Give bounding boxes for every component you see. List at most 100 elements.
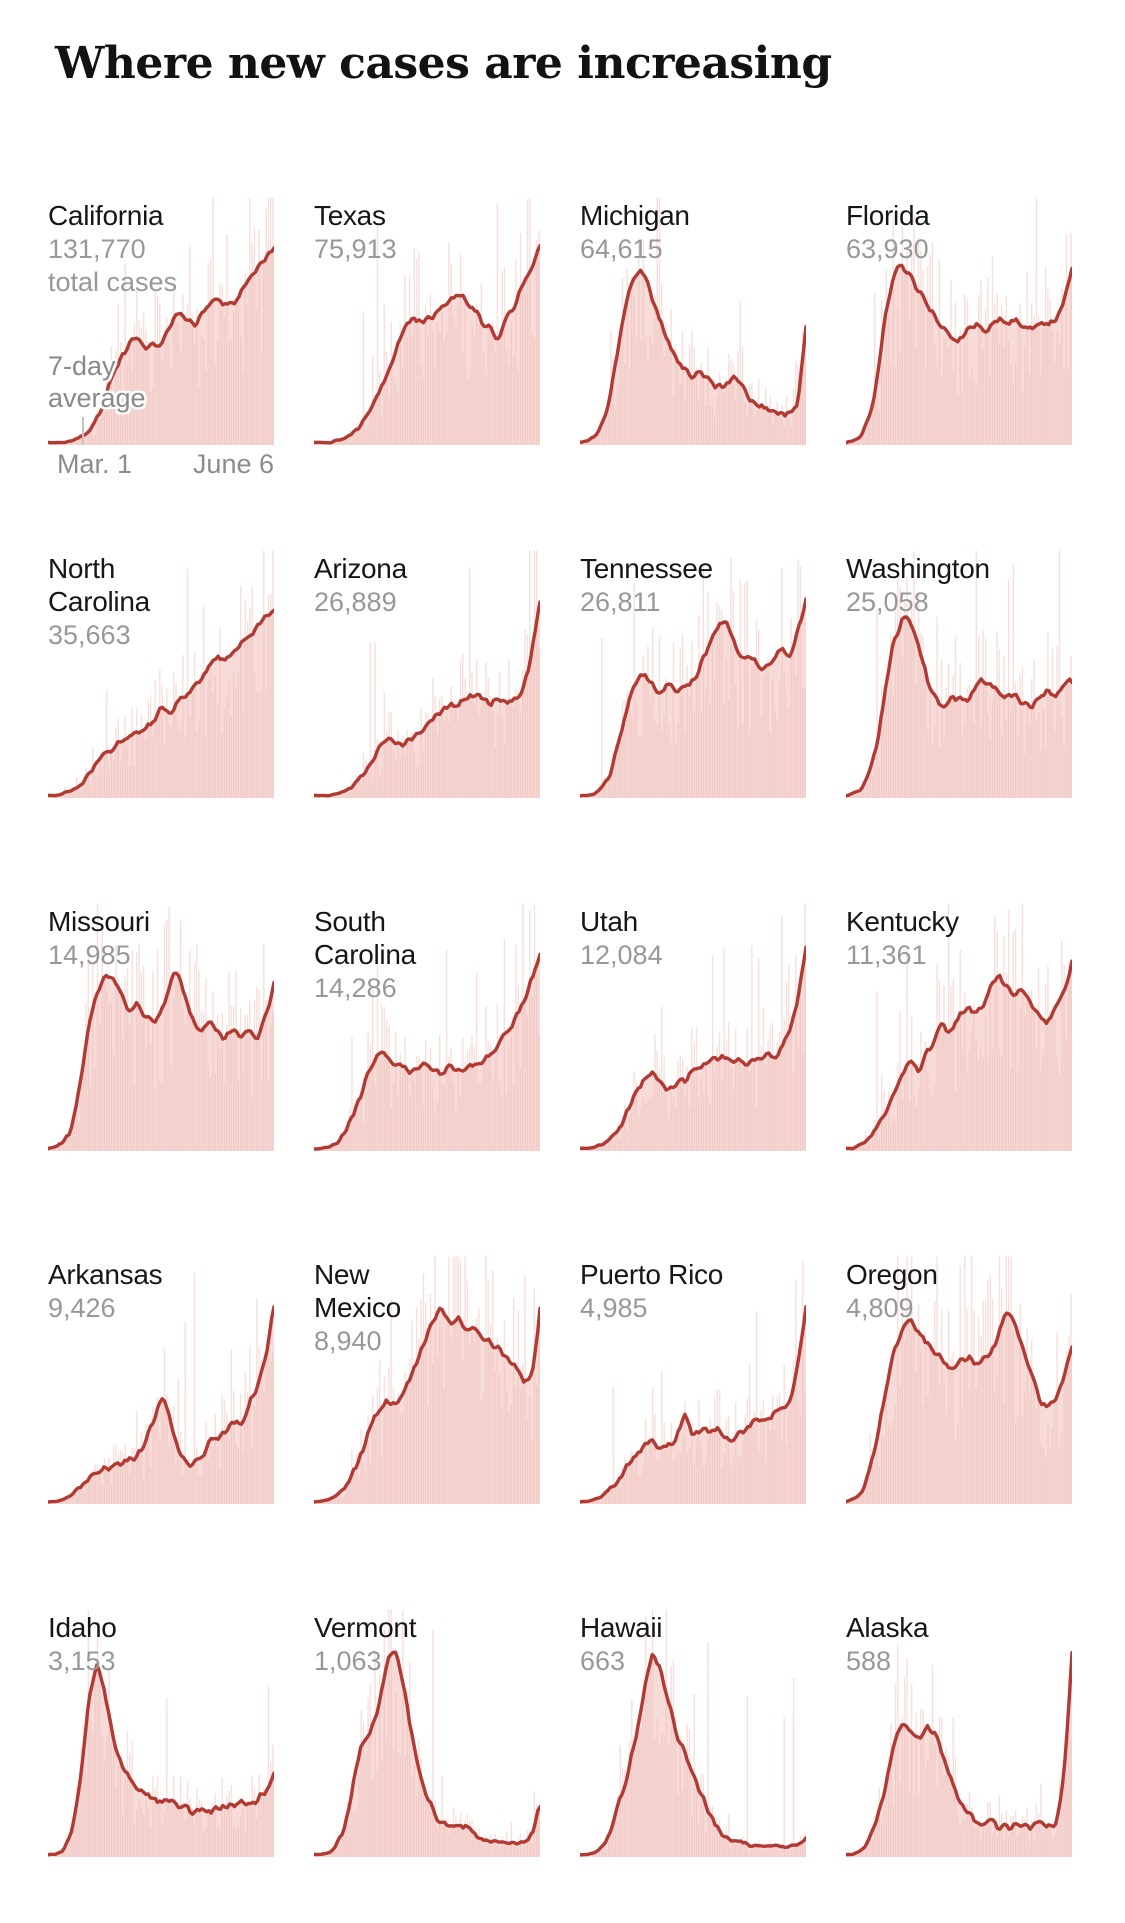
state-chart-cell: New Mexico 8,940 bbox=[314, 1256, 540, 1558]
state-total: 3,153 bbox=[48, 1646, 116, 1676]
avg-line bbox=[580, 1652, 806, 1857]
state-name: North Carolina bbox=[48, 553, 150, 617]
state-name: Texas bbox=[314, 200, 386, 231]
state-name: Arkansas bbox=[48, 1259, 163, 1290]
avg-area-fill bbox=[580, 1654, 806, 1857]
avg-line bbox=[580, 1305, 806, 1504]
state-labels: Texas 75,913 bbox=[314, 199, 397, 266]
avg-area-fill bbox=[48, 1306, 274, 1504]
chart-svg bbox=[48, 1609, 274, 1857]
avg-line bbox=[48, 608, 274, 798]
chart-svg bbox=[580, 1262, 806, 1504]
state-chart-cell: Vermont 1,063 bbox=[314, 1609, 540, 1911]
avg-line bbox=[846, 1650, 1072, 1857]
state-name: Michigan bbox=[580, 200, 690, 231]
chart-svg bbox=[48, 1273, 274, 1504]
state-name: South Carolina bbox=[314, 906, 416, 970]
state-chart-cell: Texas 75,913 bbox=[314, 197, 540, 499]
state-name: New Mexico bbox=[314, 1259, 401, 1323]
state-name: Idaho bbox=[48, 1612, 117, 1643]
x-axis-start-label: Mar. 1 bbox=[57, 449, 133, 479]
avg-line bbox=[48, 246, 274, 445]
state-labels: Oregon 4,809 bbox=[846, 1258, 938, 1325]
state-labels: Washington 25,058 bbox=[846, 552, 990, 619]
state-name: Vermont bbox=[314, 1612, 417, 1643]
state-total: 64,615 bbox=[580, 234, 663, 264]
state-chart-cell: Oregon 4,809 bbox=[846, 1256, 1072, 1558]
chart-svg bbox=[846, 903, 1072, 1151]
state-chart-cell: Tennessee 26,811 bbox=[580, 550, 806, 852]
avg-line bbox=[580, 597, 806, 798]
avg-area-fill bbox=[580, 599, 806, 798]
state-chart-cell: Arizona 26,889 bbox=[314, 550, 540, 852]
state-name: Tennessee bbox=[580, 553, 713, 584]
avg-line bbox=[314, 1650, 540, 1857]
avg-area-fill bbox=[846, 961, 1072, 1151]
chart-svg bbox=[846, 197, 1072, 445]
chart-svg bbox=[48, 197, 274, 445]
avg-area-fill bbox=[580, 1306, 806, 1504]
state-name: Alaska bbox=[846, 1612, 929, 1643]
chart-svg bbox=[580, 197, 806, 445]
state-total: 26,889 bbox=[314, 587, 397, 617]
state-labels: Vermont 1,063 bbox=[314, 1611, 416, 1678]
chart-svg bbox=[48, 550, 274, 798]
chart-svg bbox=[846, 550, 1072, 798]
avg-line bbox=[314, 952, 540, 1151]
avg-area-fill bbox=[846, 616, 1072, 798]
state-total: 63,930 bbox=[846, 234, 929, 264]
chart-svg bbox=[846, 1644, 1072, 1857]
state-chart-cell: Alaska 588 bbox=[846, 1609, 1072, 1911]
state-labels: Alaska 588 bbox=[846, 1611, 929, 1678]
state-name: Florida bbox=[846, 200, 930, 231]
avg-area-fill bbox=[846, 1652, 1072, 1857]
chart-svg bbox=[314, 550, 540, 798]
state-chart-cell: Missouri 14,985 bbox=[48, 903, 274, 1205]
avg-line bbox=[48, 1305, 274, 1504]
state-chart-cell: Kentucky 11,361 bbox=[846, 903, 1072, 1205]
total-cases-suffix: total cases bbox=[48, 267, 178, 297]
state-total: 663 bbox=[580, 1646, 626, 1676]
state-chart-cell: Florida 63,930 bbox=[846, 197, 1072, 499]
state-chart-cell: Hawaii 663 bbox=[580, 1609, 806, 1911]
avg-line bbox=[48, 971, 274, 1151]
avg-area-fill bbox=[846, 1313, 1072, 1504]
state-chart-cell: North Carolina 35,663 bbox=[48, 550, 274, 852]
chart-svg bbox=[314, 1609, 540, 1857]
axis-tick-mar-1 bbox=[82, 417, 84, 445]
x-axis-end-label: June 6 bbox=[192, 449, 274, 479]
state-labels: Tennessee 26,811 bbox=[580, 552, 713, 619]
state-name: Utah bbox=[580, 906, 638, 937]
state-total: 12,084 bbox=[580, 940, 663, 970]
state-chart-cell: 7-day average Mar. 1 June 6 California 131,7… bbox=[48, 197, 274, 499]
state-labels: Arizona 26,889 bbox=[314, 552, 407, 619]
avg-area-fill bbox=[580, 947, 806, 1151]
state-labels: South Carolina 14,286 bbox=[314, 905, 416, 1005]
avg-line bbox=[314, 244, 540, 445]
state-total: 1,063 bbox=[314, 1646, 382, 1676]
state-total: 35,663 bbox=[48, 620, 131, 650]
avg-area-fill bbox=[314, 1652, 540, 1857]
state-labels: Michigan 64,615 bbox=[580, 199, 690, 266]
chart-title: Where new cases are increasing bbox=[55, 38, 832, 89]
avg-line bbox=[846, 615, 1072, 798]
chart-svg bbox=[48, 903, 274, 1151]
avg-line bbox=[580, 945, 806, 1151]
state-total: 11,361 bbox=[846, 940, 927, 970]
avg-area-fill bbox=[846, 265, 1072, 445]
chart-svg bbox=[580, 903, 806, 1151]
avg-area-fill bbox=[314, 602, 540, 798]
state-total: 4,985 bbox=[580, 1293, 648, 1323]
state-labels: Florida 63,930 bbox=[846, 199, 930, 266]
state-name: Puerto Rico bbox=[580, 1259, 723, 1290]
chart-svg bbox=[314, 197, 540, 445]
avg-line bbox=[580, 268, 806, 445]
state-total: 25,058 bbox=[846, 587, 929, 617]
state-chart-cell: Arkansas 9,426 bbox=[48, 1256, 274, 1558]
avg-area-fill bbox=[48, 973, 274, 1151]
state-labels: California 131,770 total cases bbox=[48, 199, 177, 298]
state-labels: Idaho 3,153 bbox=[48, 1611, 117, 1678]
state-name: Washington bbox=[846, 553, 990, 584]
state-chart-cell: Michigan 64,615 bbox=[580, 197, 806, 499]
state-name: Missouri bbox=[48, 906, 150, 937]
